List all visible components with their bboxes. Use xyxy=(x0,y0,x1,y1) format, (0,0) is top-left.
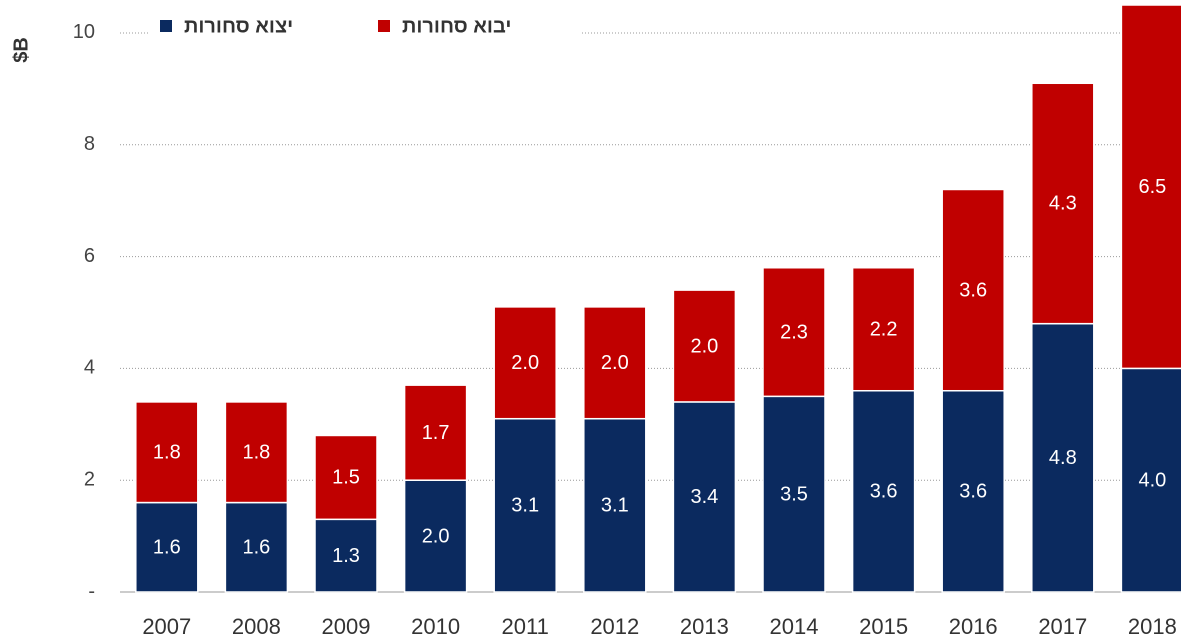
value-label: 4.0 xyxy=(1138,469,1166,491)
value-label: 2.0 xyxy=(422,525,450,547)
legend-label: יבוא סחורות xyxy=(402,15,511,37)
value-label: 4.3 xyxy=(1049,193,1077,215)
bar-segment xyxy=(672,401,737,593)
y-axis-label: $B xyxy=(10,37,32,63)
value-label: 4.8 xyxy=(1049,447,1077,469)
bar-segment xyxy=(583,417,647,593)
value-label: 1.8 xyxy=(153,442,181,464)
bar-segment xyxy=(851,267,916,392)
x-tick-label: 2008 xyxy=(232,614,281,638)
legend-swatch xyxy=(160,20,172,32)
value-label: 6.5 xyxy=(1138,176,1166,198)
legend-label: יצוא סחורות xyxy=(184,15,293,37)
x-tick-label: 2018 xyxy=(1128,614,1177,638)
value-label: 2.0 xyxy=(690,335,718,357)
y-tick-label: 6 xyxy=(84,245,95,267)
value-label: 3.1 xyxy=(601,495,629,517)
bar-segment xyxy=(1031,82,1095,325)
bar-segment xyxy=(672,289,737,403)
bar-segment xyxy=(135,401,199,504)
value-label: 3.6 xyxy=(870,481,898,503)
x-tick-label: 2012 xyxy=(590,614,639,638)
x-tick-label: 2010 xyxy=(411,614,460,638)
value-label: 2.2 xyxy=(870,319,898,341)
value-label: 1.6 xyxy=(242,537,270,559)
bar-segment xyxy=(314,518,378,593)
x-tick-label: 2009 xyxy=(322,614,371,638)
y-tick-label: 10 xyxy=(73,21,95,43)
bar-segment xyxy=(1031,322,1095,593)
x-tick-label: 2016 xyxy=(949,614,998,638)
bar-segment xyxy=(314,434,378,521)
bar-segment xyxy=(851,389,916,593)
value-label: 1.6 xyxy=(153,537,181,559)
x-tick-label: 2017 xyxy=(1038,614,1087,638)
value-label: 3.6 xyxy=(959,279,987,301)
y-tick-label: 2 xyxy=(84,468,95,490)
bar-segment xyxy=(403,479,468,593)
bar-segment xyxy=(224,401,289,504)
bar-segment xyxy=(135,501,199,593)
x-tick-label: 2014 xyxy=(770,614,819,638)
bar-segment xyxy=(493,417,557,593)
value-label: 2.0 xyxy=(511,352,539,374)
bar-segment xyxy=(1120,4,1181,370)
y-tick-label: 8 xyxy=(84,133,95,155)
bar-segment xyxy=(583,306,647,420)
y-tick-label: 4 xyxy=(84,357,95,379)
value-label: 1.8 xyxy=(242,442,270,464)
x-tick-label: 2007 xyxy=(142,614,191,638)
y-tick-label: - xyxy=(88,580,95,602)
bar-segment xyxy=(403,384,468,481)
x-tick-label: 2011 xyxy=(502,614,549,638)
x-tick-label: 2013 xyxy=(680,614,729,638)
bar-segment xyxy=(941,188,1005,392)
value-label: 3.1 xyxy=(511,495,539,517)
value-label: 1.5 xyxy=(332,467,360,489)
legend-swatch xyxy=(378,20,390,32)
value-label: 3.4 xyxy=(690,486,718,508)
value-label: 2.3 xyxy=(780,321,808,343)
value-label: 1.3 xyxy=(332,545,360,567)
bar-segment xyxy=(493,306,557,420)
value-label: 2.0 xyxy=(601,352,629,374)
x-tick-label: 2015 xyxy=(859,614,908,638)
value-label: 3.6 xyxy=(959,481,987,503)
value-label: 1.7 xyxy=(422,422,450,444)
legend-background xyxy=(150,8,580,44)
bar-segment xyxy=(941,389,1005,593)
value-label: 3.5 xyxy=(780,483,808,505)
bar-segment xyxy=(762,267,826,398)
bar-segment xyxy=(1120,367,1181,593)
bar-segment xyxy=(762,395,826,593)
